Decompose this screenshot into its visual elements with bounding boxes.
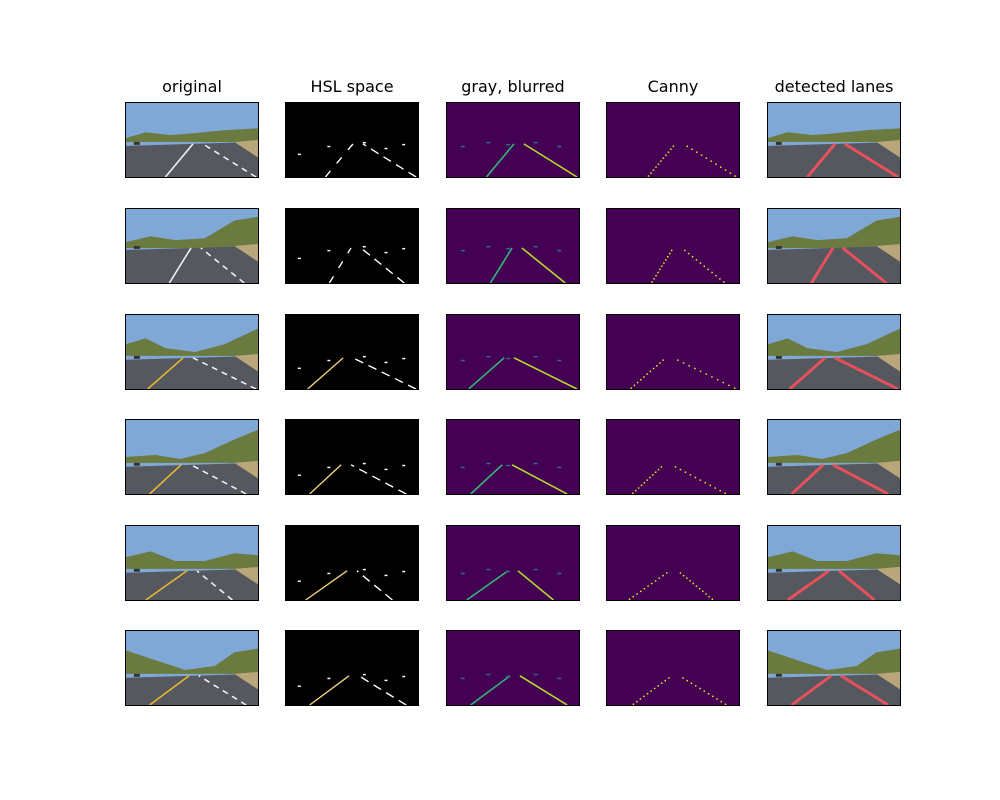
panel-canny-row-3: [606, 314, 740, 390]
panel-detected-row-6: [767, 630, 901, 706]
panel-hsl-row-6: [285, 630, 419, 706]
panel-canny-row-6: [606, 630, 740, 706]
panel-detected-row-5: [767, 525, 901, 601]
panel-gray-row-1: [446, 102, 580, 178]
column-title-gray: gray, blurred: [461, 77, 565, 96]
panel-hsl-row-4: [285, 419, 419, 495]
column-title-original: original: [162, 77, 222, 96]
column-title-hsl: HSL space: [310, 77, 394, 96]
panel-gray-row-6: [446, 630, 580, 706]
panel-gray-row-5: [446, 525, 580, 601]
panel-detected-row-4: [767, 419, 901, 495]
panel-canny-row-2: [606, 208, 740, 284]
column-title-canny: Canny: [647, 77, 699, 96]
panel-canny-row-1: [606, 102, 740, 178]
panel-original-row-2: [125, 208, 259, 284]
panel-gray-row-2: [446, 208, 580, 284]
panel-original-row-5: [125, 525, 259, 601]
panel-hsl-row-3: [285, 314, 419, 390]
panel-hsl-row-1: [285, 102, 419, 178]
column-title-detected: detected lanes: [774, 77, 894, 96]
panel-canny-row-4: [606, 419, 740, 495]
panel-hsl-row-5: [285, 525, 419, 601]
panel-gray-row-3: [446, 314, 580, 390]
panel-detected-row-1: [767, 102, 901, 178]
panel-original-row-3: [125, 314, 259, 390]
panel-original-row-4: [125, 419, 259, 495]
panel-original-row-6: [125, 630, 259, 706]
panel-hsl-row-2: [285, 208, 419, 284]
panel-detected-row-3: [767, 314, 901, 390]
panel-canny-row-5: [606, 525, 740, 601]
panel-detected-row-2: [767, 208, 901, 284]
panel-gray-row-4: [446, 419, 580, 495]
panel-original-row-1: [125, 102, 259, 178]
